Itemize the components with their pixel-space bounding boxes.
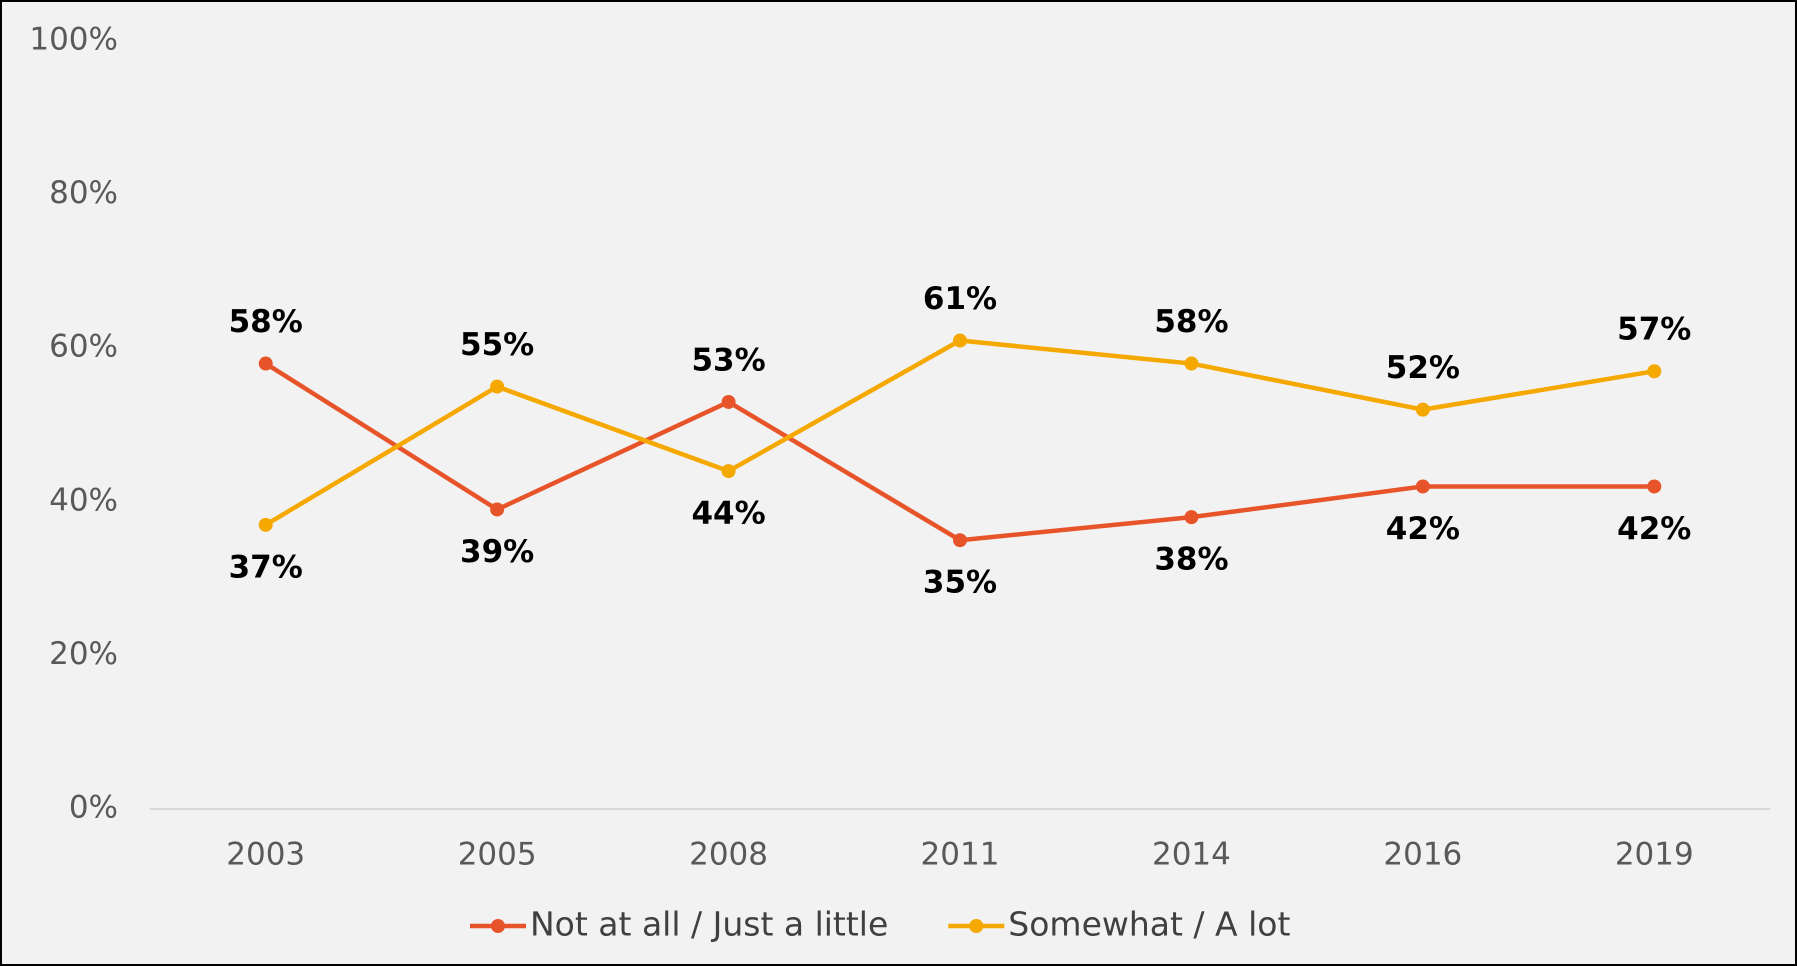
data-label: 39% <box>460 534 534 570</box>
data-label: 61% <box>923 281 997 317</box>
data-point <box>953 533 967 548</box>
data-label: 38% <box>1154 542 1228 578</box>
y-tick-label: 20% <box>49 636 118 672</box>
data-point <box>258 517 273 532</box>
data-label: 58% <box>229 304 303 340</box>
data-label: 35% <box>923 565 997 601</box>
x-tick-label: 2014 <box>1152 837 1231 873</box>
data-point <box>1184 510 1199 525</box>
data-point <box>1647 479 1662 494</box>
y-tick-label: 80% <box>49 175 118 211</box>
data-point <box>721 464 736 479</box>
data-label: 53% <box>691 342 765 378</box>
x-tick-label: 2003 <box>226 837 305 873</box>
legend-marker <box>969 919 984 933</box>
x-tick-label: 2005 <box>458 837 537 873</box>
data-label: 42% <box>1386 511 1460 547</box>
data-label: 42% <box>1617 511 1691 547</box>
data-label: 44% <box>691 496 765 532</box>
data-label: 57% <box>1617 312 1691 348</box>
data-point <box>953 333 967 348</box>
data-point <box>1415 402 1430 417</box>
data-label: 55% <box>460 327 534 363</box>
data-point <box>258 356 273 371</box>
data-label: 37% <box>229 549 303 585</box>
data-point <box>1415 479 1430 494</box>
data-point <box>1184 356 1199 371</box>
x-tick-label: 2011 <box>921 837 1000 873</box>
y-tick-label: 100% <box>29 22 118 58</box>
data-label: 58% <box>1154 304 1228 340</box>
y-tick-label: 40% <box>49 482 118 518</box>
legend-marker <box>491 919 505 933</box>
legend-label: Not at all / Just a little <box>530 905 888 944</box>
data-label: 52% <box>1386 350 1460 386</box>
data-point <box>490 502 505 517</box>
x-tick-label: 2008 <box>689 837 768 873</box>
y-tick-label: 0% <box>69 790 118 826</box>
data-point <box>490 379 505 394</box>
data-point <box>721 394 736 409</box>
y-tick-label: 60% <box>49 329 118 365</box>
x-tick-label: 2016 <box>1383 837 1462 873</box>
legend-label: Somewhat / A lot <box>1008 905 1290 944</box>
x-tick-label: 2019 <box>1615 837 1694 873</box>
data-point <box>1647 364 1662 379</box>
